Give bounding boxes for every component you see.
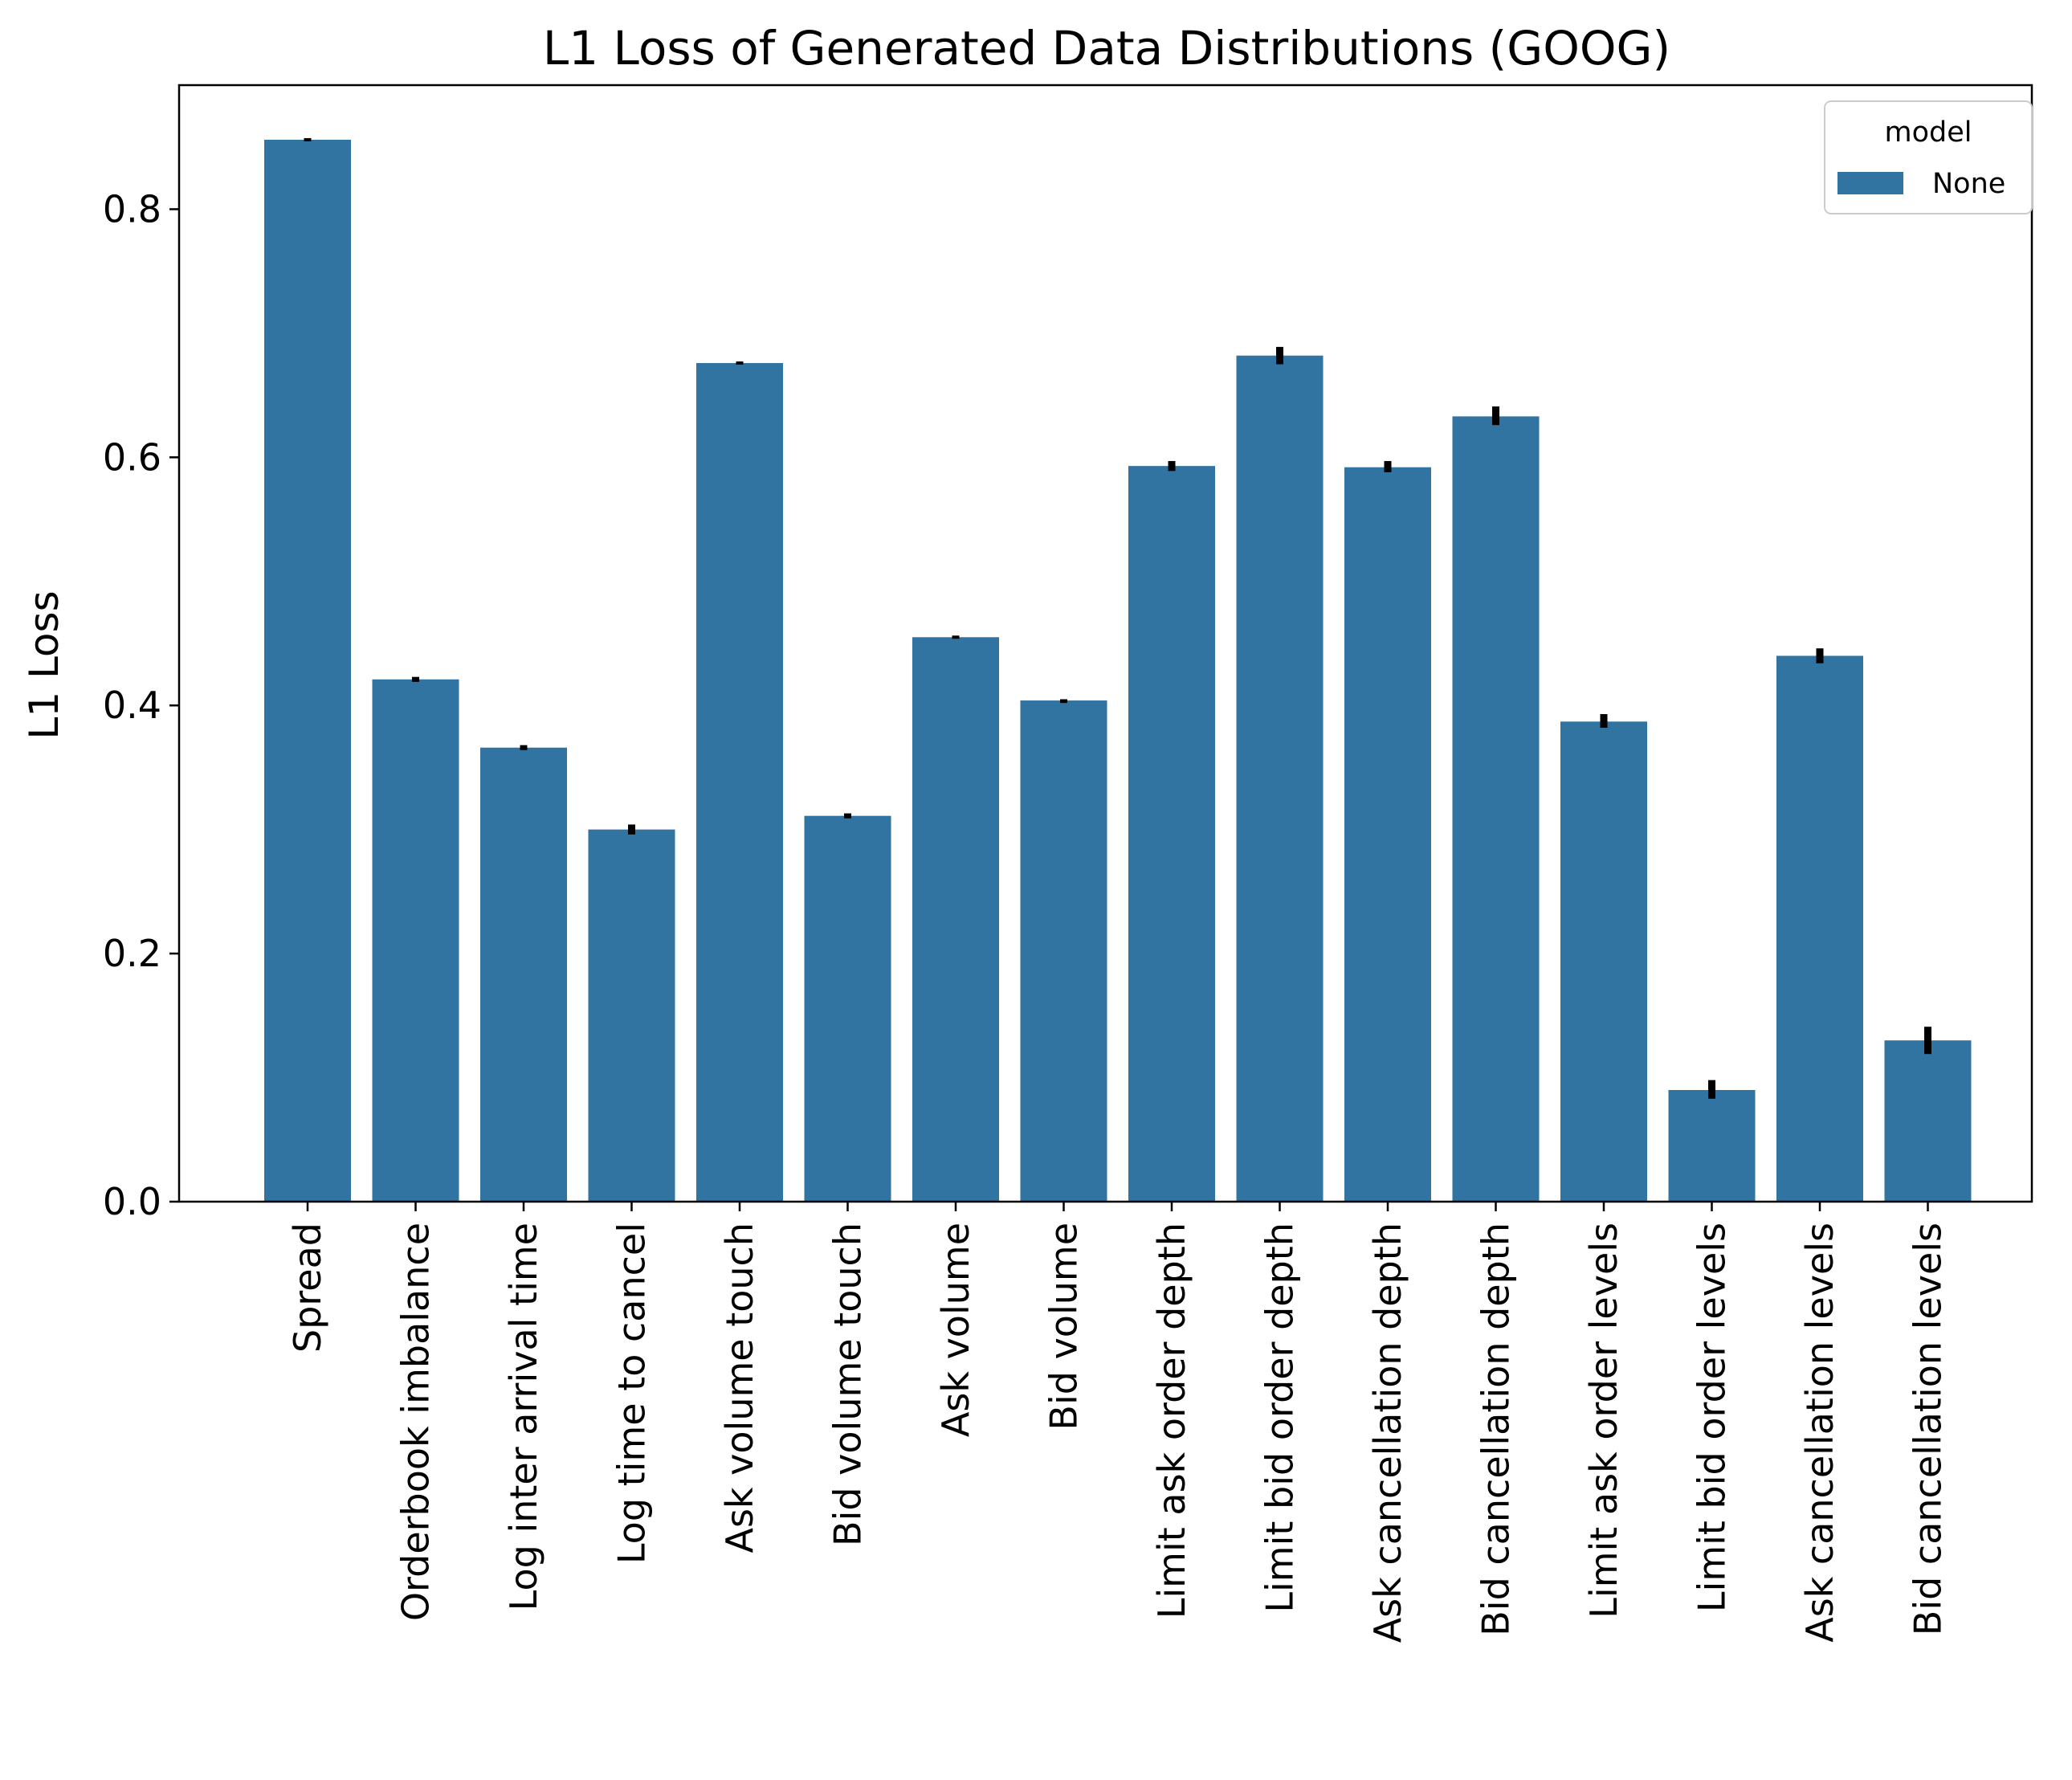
error-bar [1276,346,1283,365]
error-bar [1492,406,1499,426]
chart-title: L1 Loss of Generated Data Distributions … [543,21,1670,76]
x-tick-label: Limit bid order depth [1258,1223,1302,1613]
error-bar [844,813,851,819]
error-bar [520,745,528,750]
x-tick-label: Log time to cancel [610,1223,654,1564]
legend-swatch [1837,172,1903,194]
error-bar [412,676,419,682]
error-bar [1924,1027,1931,1055]
legend-label: None [1932,168,2005,200]
y-tick-label: 0.2 [103,932,161,975]
error-bar [1708,1080,1715,1099]
x-tick-label: Limit ask order depth [1150,1223,1193,1619]
bar [1884,1040,1972,1202]
x-tick-label: Limit bid order levels [1691,1223,1734,1612]
y-tick-label: 0.8 [103,187,161,231]
error-bar [952,635,960,639]
bar [1560,721,1647,1202]
x-tick-label: Bid cancellation levels [1907,1223,1950,1635]
bar [912,637,999,1202]
y-tick-label: 0.6 [103,435,161,479]
bar [1452,416,1540,1202]
x-tick-label: Ask volume [934,1223,977,1437]
error-bar [1060,699,1067,704]
bars-layer [264,139,1972,1202]
bar [1020,700,1107,1202]
bar [480,747,567,1202]
bar [1128,466,1215,1202]
x-tick-label: Spread [286,1223,329,1353]
error-bars-layer [304,137,1931,1099]
y-tick-label: 0.0 [103,1180,161,1223]
legend-title: model [1885,116,1972,149]
x-axis: Spread Orderbook imbalance Log inter arriv… [286,1202,1950,1643]
x-tick-label: Ask volume touch [718,1223,761,1553]
plot-frame [177,84,2033,1203]
bar [588,829,675,1202]
x-tick-label: Bid cancellation depth [1474,1223,1518,1636]
legend: model None [1824,100,2033,214]
error-bar [736,361,744,365]
x-tick-label: Bid volume [1042,1223,1086,1431]
x-tick-label: Ask cancellation depth [1366,1223,1409,1643]
bar [804,815,891,1202]
error-bar [1816,648,1824,663]
bar [1236,355,1324,1202]
x-tick-label: Ask cancellation levels [1798,1223,1842,1643]
error-bar [1600,714,1608,729]
x-tick-label: Bid volume touch [826,1223,870,1546]
error-bar [628,824,635,835]
x-tick-label: Orderbook imbalance [394,1223,438,1621]
bar [264,139,351,1202]
x-tick-label: Log inter arrival time [502,1223,545,1611]
bar [1344,467,1431,1202]
bar [1668,1090,1756,1202]
y-axis: 0.0 0.2 0.4 0.6 0.8 [103,187,179,1223]
bar [372,679,459,1202]
bar [696,362,783,1202]
error-bar [1168,460,1176,472]
error-bar [1384,460,1392,472]
y-tick-label: 0.4 [103,684,161,727]
error-bar [304,137,312,141]
y-axis-label: L1 Loss [21,590,67,739]
bar [1776,655,1863,1202]
x-tick-label: Limit ask order levels [1582,1223,1625,1619]
